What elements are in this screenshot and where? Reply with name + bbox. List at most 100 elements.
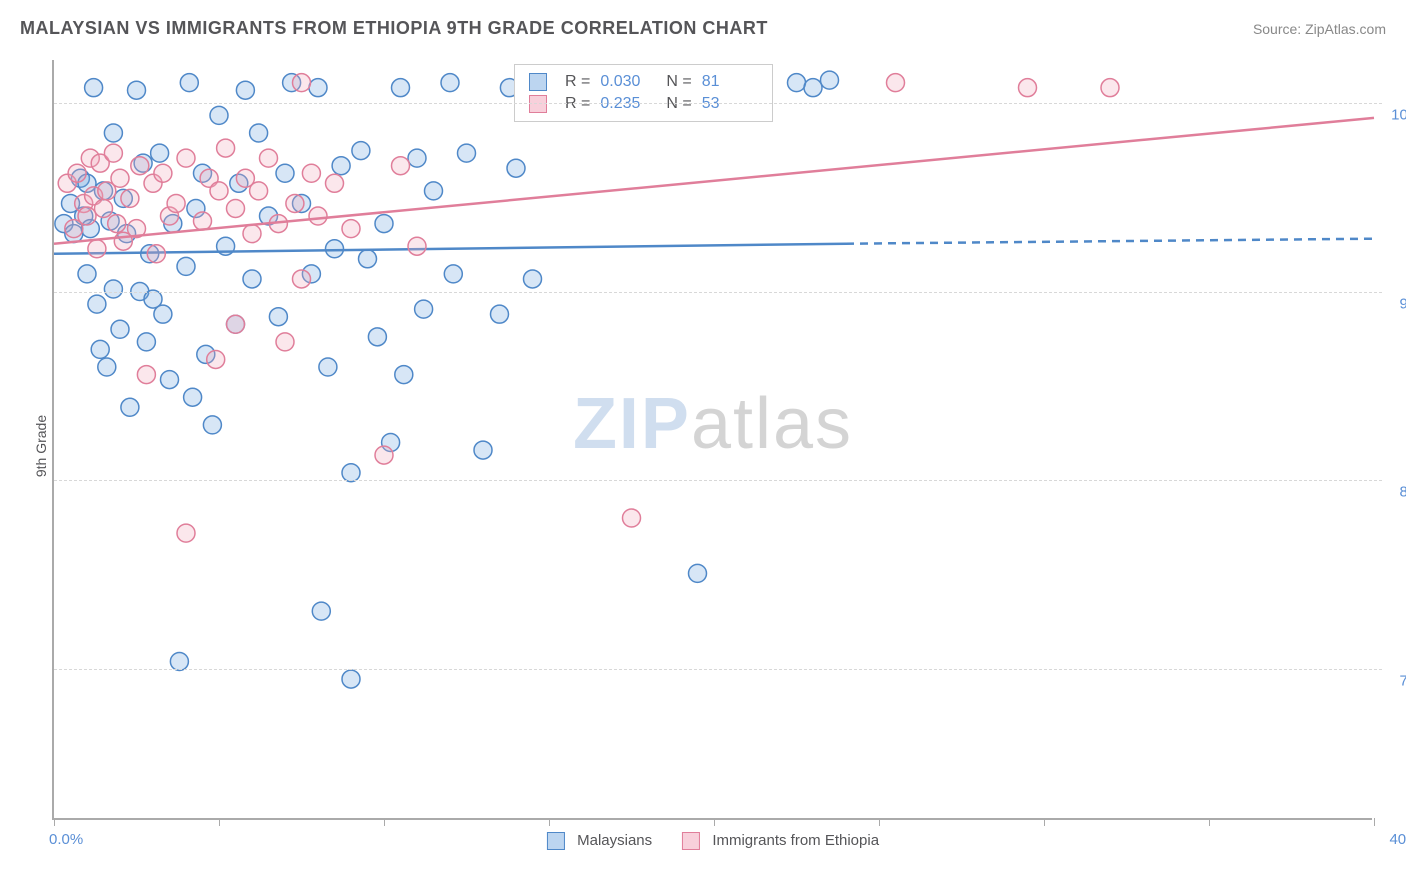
data-point — [85, 79, 103, 97]
data-point — [689, 564, 707, 582]
data-point — [276, 333, 294, 351]
stat-r-0: 0.030 — [600, 73, 656, 91]
data-point — [408, 149, 426, 167]
data-point — [108, 215, 126, 233]
data-point — [128, 81, 146, 99]
legend-item-1: Immigrants from Ethiopia — [682, 832, 879, 850]
data-point — [203, 416, 221, 434]
data-point — [408, 237, 426, 255]
data-point — [260, 149, 278, 167]
y-axis-label: 9th Grade — [33, 415, 49, 477]
chart-title: MALAYSIAN VS IMMIGRANTS FROM ETHIOPIA 9T… — [20, 18, 768, 39]
stat-r-1: 0.235 — [600, 95, 656, 113]
data-point — [326, 240, 344, 258]
data-point — [227, 199, 245, 217]
data-point — [887, 74, 905, 92]
data-point — [458, 144, 476, 162]
stat-n-1: 53 — [702, 95, 758, 113]
data-point — [1101, 79, 1119, 97]
stat-row-0: R = 0.030 N = 81 — [529, 71, 758, 93]
data-point — [392, 79, 410, 97]
stat-legend-box: R = 0.030 N = 81 R = 0.235 N = 53 — [514, 64, 773, 122]
data-point — [293, 270, 311, 288]
data-point — [474, 441, 492, 459]
legend-label-0: Malaysians — [577, 832, 652, 849]
data-point — [425, 182, 443, 200]
data-point — [177, 524, 195, 542]
data-point — [194, 212, 212, 230]
gridline-h — [54, 669, 1382, 670]
data-point — [359, 250, 377, 268]
data-point — [68, 164, 86, 182]
data-point — [88, 240, 106, 258]
data-point — [524, 270, 542, 288]
data-point — [104, 144, 122, 162]
data-point — [78, 265, 96, 283]
legend-label-1: Immigrants from Ethiopia — [712, 832, 879, 849]
data-point — [137, 333, 155, 351]
legend-item-0: Malaysians — [547, 832, 652, 850]
legend-swatch-1 — [682, 832, 700, 850]
data-point — [342, 220, 360, 238]
data-point — [309, 79, 327, 97]
stat-r-label: R = — [565, 95, 590, 113]
data-point — [352, 142, 370, 160]
xtick — [879, 818, 880, 826]
data-point — [98, 358, 116, 376]
data-point — [91, 340, 109, 358]
stat-n-label: N = — [666, 73, 691, 91]
data-point — [131, 157, 149, 175]
data-point — [269, 308, 287, 326]
data-point — [161, 371, 179, 389]
data-point — [444, 265, 462, 283]
data-point — [395, 366, 413, 384]
stat-row-1: R = 0.235 N = 53 — [529, 93, 758, 115]
data-point — [154, 164, 172, 182]
data-point — [177, 149, 195, 167]
data-point — [170, 652, 188, 670]
data-point — [210, 106, 228, 124]
xtick — [549, 818, 550, 826]
data-point — [111, 169, 129, 187]
data-point — [121, 189, 139, 207]
data-point — [210, 182, 228, 200]
data-point — [375, 446, 393, 464]
stat-n-0: 81 — [702, 73, 758, 91]
data-point — [177, 257, 195, 275]
legend-swatch-0 — [547, 832, 565, 850]
data-point — [236, 81, 254, 99]
data-point — [78, 207, 96, 225]
data-point — [804, 79, 822, 97]
data-point — [312, 602, 330, 620]
data-point — [180, 74, 198, 92]
data-point — [227, 315, 245, 333]
data-point — [243, 225, 261, 243]
data-point — [319, 358, 337, 376]
xtick — [219, 818, 220, 826]
xtick — [1209, 818, 1210, 826]
data-point — [167, 194, 185, 212]
x-min-label: 0.0% — [49, 831, 83, 848]
gridline-h — [54, 103, 1382, 104]
data-point — [342, 464, 360, 482]
data-point — [293, 74, 311, 92]
data-point — [326, 174, 344, 192]
data-point — [137, 366, 155, 384]
gridline-h — [54, 292, 1382, 293]
scatter-svg — [54, 60, 1372, 818]
data-point — [95, 199, 113, 217]
data-point — [507, 159, 525, 177]
data-point — [151, 144, 169, 162]
ytick-label: 100.0% — [1391, 106, 1406, 123]
ytick-label: 92.5% — [1399, 295, 1406, 312]
data-point — [309, 207, 327, 225]
data-point — [1019, 79, 1037, 97]
data-point — [286, 194, 304, 212]
x-max-label: 40.0% — [1389, 831, 1406, 848]
data-point — [184, 388, 202, 406]
data-point — [207, 350, 225, 368]
data-point — [104, 280, 122, 298]
data-point — [788, 74, 806, 92]
data-point — [302, 164, 320, 182]
data-point — [491, 305, 509, 323]
